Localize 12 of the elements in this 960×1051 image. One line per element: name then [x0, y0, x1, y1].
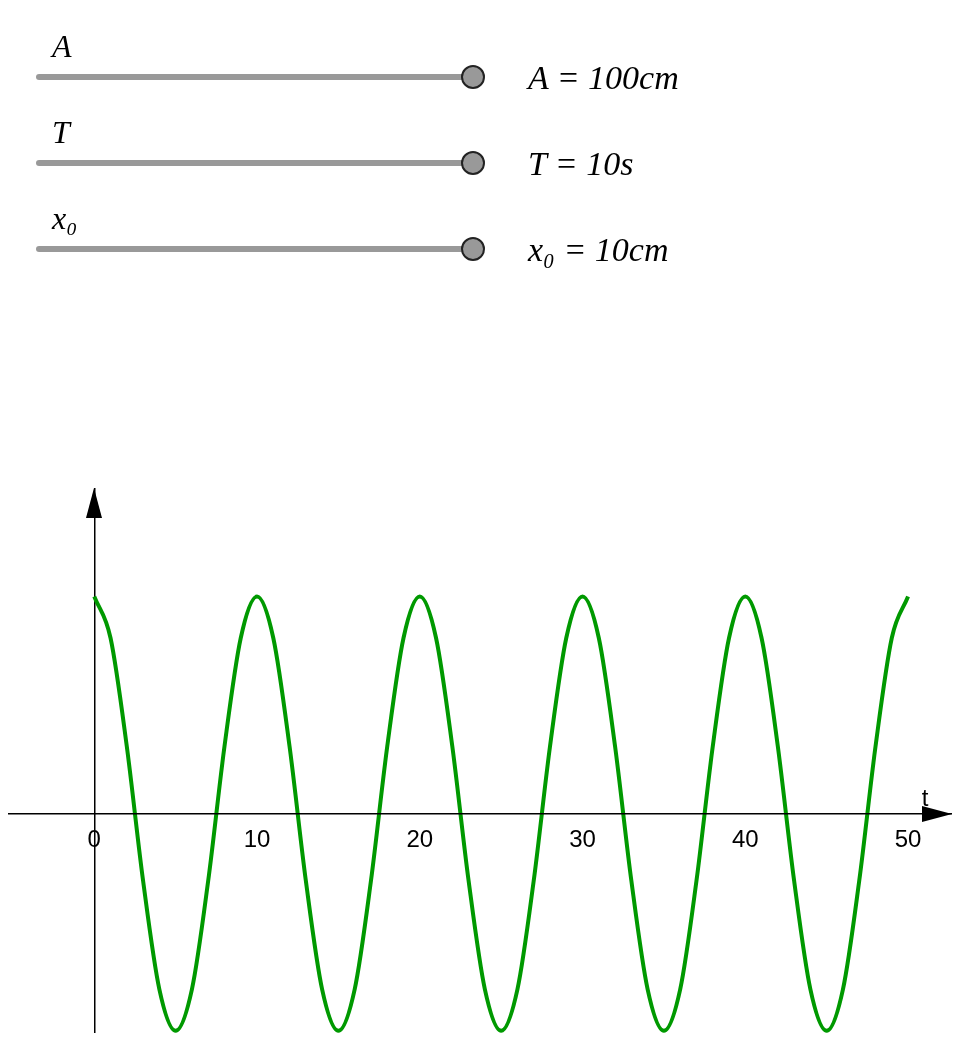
x-tick-label: 50 — [894, 824, 922, 852]
x-tick-label: 10 — [243, 824, 271, 852]
text: x₀ — [52, 200, 78, 236]
text: T — [52, 114, 70, 150]
text: A = 100cm — [528, 58, 679, 98]
text: A — [52, 28, 72, 64]
text: T = 10s — [528, 144, 634, 184]
x-tick-label: 30 — [569, 824, 596, 852]
x-tick-label: 40 — [731, 824, 759, 852]
x-tick-label: 20 — [406, 824, 434, 852]
x-axis-title: t — [921, 784, 929, 812]
text: x₀ = 10cm — [528, 230, 669, 270]
